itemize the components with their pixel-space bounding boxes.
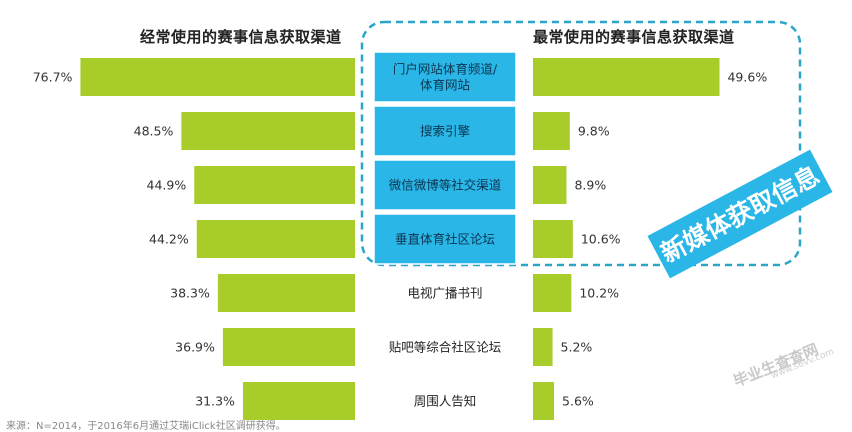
right-value-label: 8.9% bbox=[574, 178, 606, 193]
category-label: 周围人告知 bbox=[414, 394, 477, 409]
right-value-label: 5.2% bbox=[561, 340, 593, 355]
left-bar bbox=[80, 58, 355, 96]
new-media-badge: 新媒体获取信息 bbox=[647, 149, 833, 279]
right-value-label: 49.6% bbox=[727, 70, 767, 85]
right-bar bbox=[533, 166, 567, 204]
right-bar bbox=[533, 274, 572, 312]
right-value-label: 9.8% bbox=[578, 124, 610, 139]
left-value-label: 48.5% bbox=[134, 124, 174, 139]
left-value-label: 76.7% bbox=[33, 70, 73, 85]
category-label: 电视广播书刊 bbox=[407, 286, 482, 301]
left-value-label: 44.2% bbox=[149, 232, 189, 247]
right-bar bbox=[533, 58, 720, 96]
right-value-label: 10.2% bbox=[579, 286, 619, 301]
category-label: 微信微博等社交渠道 bbox=[389, 178, 502, 193]
right-value-label: 5.6% bbox=[562, 394, 594, 409]
left-bar bbox=[217, 274, 355, 312]
left-bar bbox=[181, 112, 355, 150]
badge-background bbox=[647, 149, 833, 279]
right-bar bbox=[533, 382, 555, 420]
left-bar bbox=[242, 382, 355, 420]
category-box bbox=[373, 105, 517, 157]
right-bar bbox=[533, 220, 573, 258]
highlight-frame bbox=[360, 20, 802, 267]
category-label: 贴吧等综合社区论坛 bbox=[389, 340, 502, 355]
category-label: 门户网站体育频道/体育网站 bbox=[393, 62, 498, 93]
left-value-label: 36.9% bbox=[175, 340, 215, 355]
category-label: 垂直体育社区论坛 bbox=[395, 232, 495, 247]
right-bar bbox=[533, 112, 570, 150]
left-value-label: 38.3% bbox=[170, 286, 210, 301]
category-label: 搜索引擎 bbox=[420, 124, 470, 139]
right-bar bbox=[533, 328, 553, 366]
left-chart-title: 经常使用的赛事信息获取渠道 bbox=[140, 28, 342, 46]
right-chart-title: 最常使用的赛事信息获取渠道 bbox=[533, 28, 735, 46]
category-box bbox=[373, 213, 517, 265]
right-value-label: 10.6% bbox=[581, 232, 621, 247]
left-bar bbox=[194, 166, 355, 204]
category-box bbox=[373, 159, 517, 211]
category-box bbox=[373, 51, 517, 103]
left-value-label: 44.9% bbox=[147, 178, 187, 193]
left-bar bbox=[196, 220, 355, 258]
left-bar bbox=[222, 328, 355, 366]
left-value-label: 31.3% bbox=[195, 394, 235, 409]
